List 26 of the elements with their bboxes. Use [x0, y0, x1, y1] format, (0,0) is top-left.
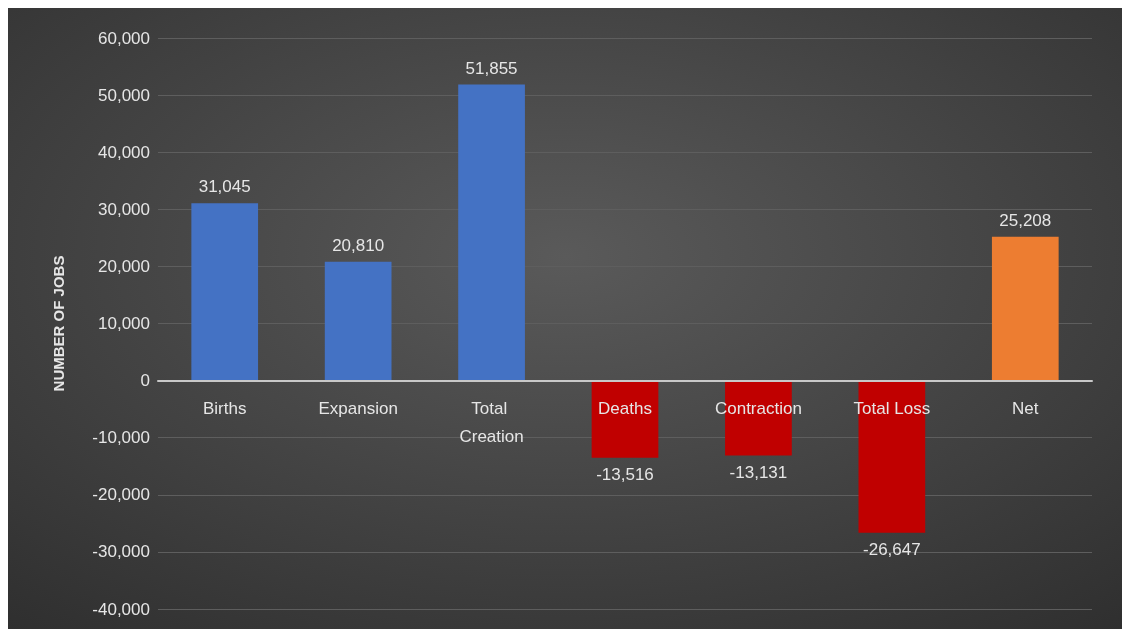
x-tick-label: Births — [202, 399, 247, 419]
x-tick-label: Net — [1012, 399, 1039, 419]
data-label: 25,208 — [999, 210, 1052, 230]
y-tick-label: -20,000 — [92, 485, 150, 505]
y-tick-label: 30,000 — [98, 199, 150, 219]
y-tick-label: 60,000 — [98, 28, 150, 48]
y-tick-label: 40,000 — [98, 142, 150, 162]
y-tick-label: 20,000 — [98, 256, 150, 276]
x-tick-label: Total Loss — [853, 399, 931, 419]
y-tick-label: 50,000 — [98, 85, 150, 105]
data-label: -26,647 — [863, 539, 921, 559]
y-tick-label: -10,000 — [92, 428, 150, 448]
y-tick-label: -40,000 — [92, 599, 150, 619]
x-tick-label: Total Creation — [459, 399, 524, 447]
y-tick-label: 10,000 — [98, 314, 150, 333]
data-label: 51,855 — [465, 58, 518, 78]
y-tick-label: -30,000 — [92, 542, 150, 562]
data-label: 20,810 — [332, 235, 385, 255]
y-tick-label: 0 — [140, 371, 150, 391]
x-tick-label: Expansion — [318, 399, 398, 419]
x-tick-label: Deaths — [598, 399, 652, 419]
data-label: 31,045 — [198, 177, 251, 197]
data-label: -13,131 — [729, 462, 788, 482]
y-axis-title: NUMBER OF JOBS — [50, 255, 67, 392]
x-tick-label: Contraction — [714, 399, 802, 419]
data-label: -13,516 — [596, 464, 654, 484]
